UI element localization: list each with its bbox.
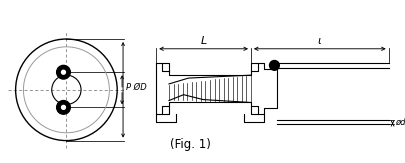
Circle shape [57, 101, 70, 114]
Text: (Fig. 1): (Fig. 1) [170, 138, 211, 151]
Text: L: L [200, 36, 207, 46]
Circle shape [62, 70, 66, 74]
Text: ød: ød [396, 118, 405, 126]
Circle shape [62, 105, 66, 109]
Text: P ØD: P ØD [126, 82, 147, 91]
Text: ι: ι [318, 36, 322, 46]
Circle shape [270, 60, 279, 70]
Circle shape [57, 65, 70, 79]
